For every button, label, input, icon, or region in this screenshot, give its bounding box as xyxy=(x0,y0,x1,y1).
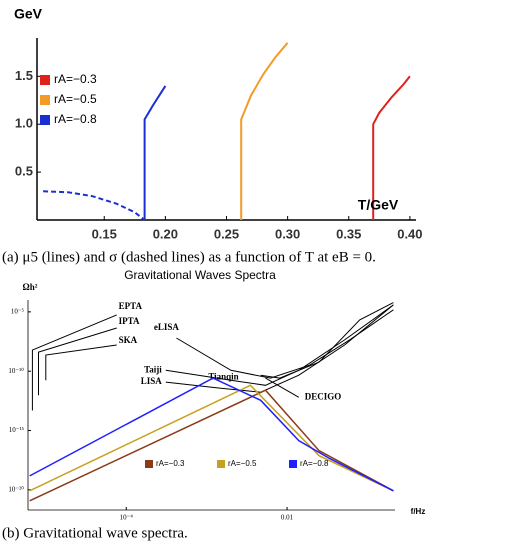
legend-label: rA=−0.5 xyxy=(228,459,257,468)
series-line xyxy=(29,389,394,502)
sensitivity-curve xyxy=(165,304,394,386)
legend-swatch xyxy=(40,95,50,105)
legend-label: rA=−0.3 xyxy=(156,459,185,468)
y-tick-label: 10⁻⁵ xyxy=(11,307,25,315)
curve-label: Taiji xyxy=(144,364,162,374)
x-tick-label: 0.40 xyxy=(397,226,422,241)
y-tick-label: 1.5 xyxy=(15,68,33,83)
y-tick-label: 10⁻¹⁰ xyxy=(8,367,24,375)
x-tick-label: 0.25 xyxy=(214,226,239,241)
series-line xyxy=(143,85,167,220)
caption: (a) μ5 (lines) and σ (dashed lines) as a… xyxy=(2,249,376,265)
chart-title: Gravitational Waves Spectra xyxy=(124,268,276,282)
legend-swatch xyxy=(289,460,297,468)
sensitivity-curve xyxy=(45,344,117,381)
series-line xyxy=(29,377,394,492)
x-tick-label: 0.30 xyxy=(275,226,300,241)
legend-label: rA=−0.8 xyxy=(54,112,97,126)
curve-label: EPTA xyxy=(119,301,143,311)
sensitivity-curve xyxy=(165,304,394,393)
x-tick-label: 0.01 xyxy=(281,514,294,522)
y-axis-label: GeV xyxy=(14,6,43,22)
y-axis-label: Ωh² xyxy=(23,282,38,292)
series-line xyxy=(29,384,394,492)
caption: (b) Gravitational wave spectra. xyxy=(2,525,188,541)
legend-label: rA=−0.3 xyxy=(54,72,97,86)
y-tick-label: 1.0 xyxy=(15,116,33,131)
x-tick-label: 0.15 xyxy=(92,226,117,241)
curve-label: IPTA xyxy=(119,316,140,326)
series-line xyxy=(372,75,411,220)
curve-label: Tianqin xyxy=(208,371,238,381)
legend-label: rA=−0.5 xyxy=(54,92,97,106)
legend-swatch xyxy=(40,75,50,85)
series-line xyxy=(43,190,146,221)
y-tick-label: 10⁻²⁰ xyxy=(8,485,24,493)
sensitivity-curve xyxy=(38,327,117,396)
sensitivity-curve xyxy=(260,302,394,379)
curve-label: eLISA xyxy=(154,322,180,332)
curve-label: DECIGO xyxy=(305,391,342,401)
y-tick-label: 10⁻¹⁵ xyxy=(9,426,25,434)
sensitivity-curve xyxy=(176,309,394,379)
x-tick-label: 0.35 xyxy=(336,226,361,241)
legend-label: rA=−0.8 xyxy=(300,459,329,468)
x-tick-label: 10⁻⁴ xyxy=(120,514,134,522)
curve-label: LISA xyxy=(141,376,163,386)
legend-swatch xyxy=(40,115,50,125)
x-tick-label: 0.20 xyxy=(153,226,178,241)
curve-label: SKA xyxy=(119,335,138,345)
legend-swatch xyxy=(145,460,153,468)
legend-swatch xyxy=(217,460,225,468)
sensitivity-curve xyxy=(31,314,117,411)
x-axis-label: T/GeV xyxy=(358,197,399,213)
x-axis-label: f/Hz xyxy=(411,507,426,516)
y-tick-label: 0.5 xyxy=(15,164,33,179)
series-line xyxy=(240,42,289,220)
sensitivity-curve xyxy=(265,377,300,398)
